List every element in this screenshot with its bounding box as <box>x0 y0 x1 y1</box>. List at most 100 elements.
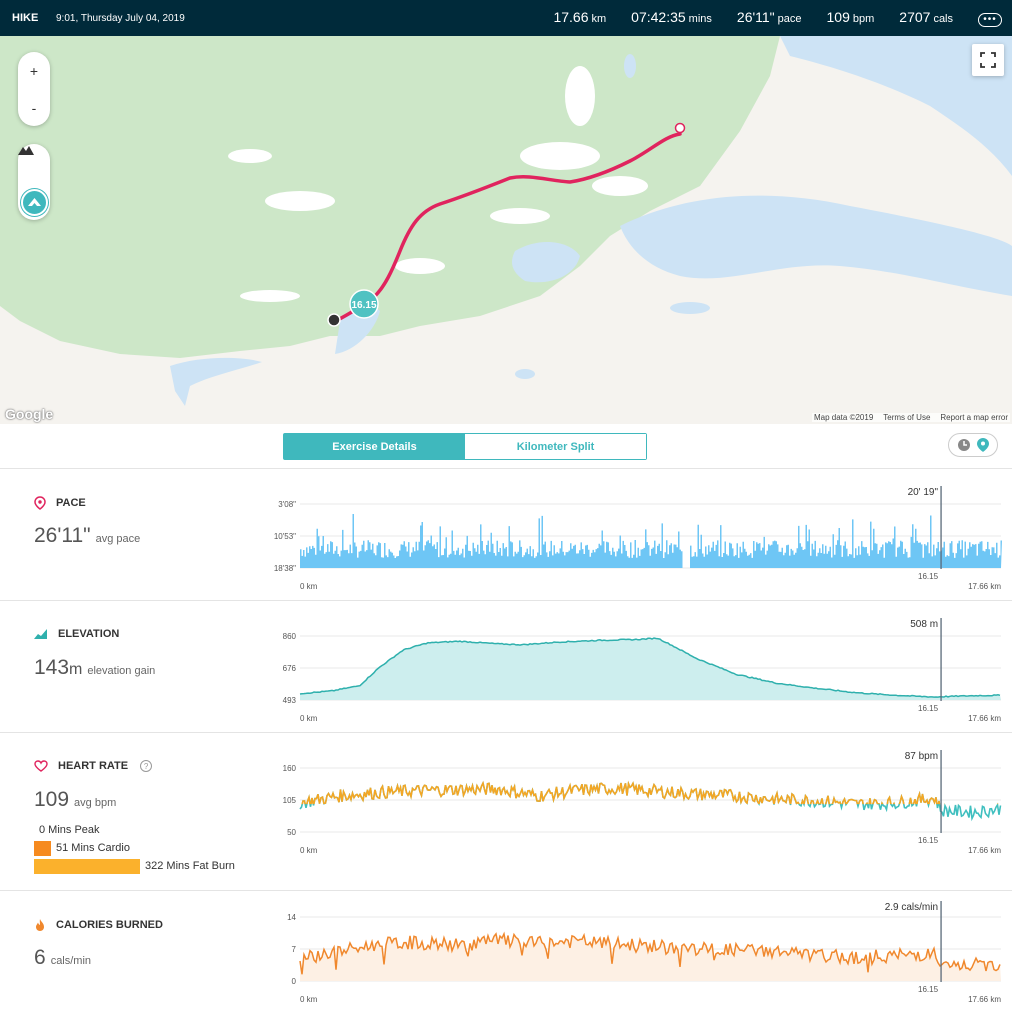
heart-rate-value: 109 avg bpm <box>34 788 117 811</box>
zone-peak: 0 Mins Peak <box>39 824 100 836</box>
calories-area <box>300 933 1001 981</box>
calories-line <box>299 931 1001 975</box>
y-tick-label: 160 <box>283 764 297 773</box>
lake <box>512 241 580 283</box>
calories-value: 6 cals/min <box>34 946 92 969</box>
map-data-credit: Map data ©2019 <box>814 413 874 422</box>
fullscreen-button[interactable] <box>972 44 1004 76</box>
y-tick-label: 50 <box>287 828 296 837</box>
flame-icon <box>36 919 44 931</box>
heart-rate-section: HEART RATE ? 109 avg bpm 0 Mins Peak 51 … <box>0 732 1012 890</box>
route-map[interactable]: 16.15 + - Google Map data ©2019 Terms of… <box>0 36 1012 424</box>
lake <box>515 369 535 379</box>
x-start-label: 0 km <box>300 582 318 591</box>
lake <box>592 176 648 196</box>
calories-label: CALORIES BURNED <box>34 918 163 932</box>
cursor-x-label: 16.15 <box>918 836 939 845</box>
elevation-line <box>299 637 1001 698</box>
terrain-icon[interactable] <box>18 144 34 156</box>
lake <box>624 54 636 78</box>
heart-rate-line-fat-burn <box>301 780 999 805</box>
route-end-marker <box>327 313 341 327</box>
heart-rate-label: HEART RATE ? <box>34 760 153 772</box>
elevation-area <box>300 638 1001 700</box>
zoom-out-button[interactable]: - <box>31 99 37 116</box>
cursor-value: 2.9 cals/min <box>885 902 938 913</box>
x-start-label: 0 km <box>300 714 318 723</box>
y-tick-label: 7 <box>292 945 297 954</box>
activity-type: HIKE <box>12 12 39 24</box>
terms-link[interactable]: Terms of Use <box>883 413 931 422</box>
y-tick-label: 18'38" <box>274 564 296 573</box>
report-error-link[interactable]: Report a map error <box>940 413 1008 422</box>
lake <box>670 302 710 314</box>
land-area <box>0 36 780 358</box>
calories-section: CALORIES BURNED 6 cals/min 14 7 0 0 km 17.66… <box>0 890 1012 1023</box>
cursor-x-label: 16.15 <box>918 985 939 994</box>
stat-duration: 07:42:35 mins <box>631 9 712 25</box>
zoom-in-button[interactable]: + <box>29 62 39 79</box>
y-tick-label: 3'08" <box>278 500 296 509</box>
pace-section: PACE 26'11" avg pace 3'08" 10'53" 18'38" 0 … <box>0 468 1012 600</box>
y-tick-label: 105 <box>283 796 297 805</box>
y-tick-label: 676 <box>283 664 297 673</box>
heart-icon <box>34 760 48 772</box>
y-tick-label: 0 <box>292 977 297 986</box>
heart-rate-zones: 0 Mins Peak 51 Mins Cardio 322 Mins Fat … <box>34 821 235 875</box>
x-start-label: 0 km <box>300 995 318 1004</box>
map-footer: Map data ©2019 Terms of Use Report a map… <box>812 413 1010 422</box>
stat-pace: 26'11" pace <box>736 9 802 25</box>
satellite-layer-button[interactable] <box>21 189 48 216</box>
cursor-value: 508 m <box>910 619 938 630</box>
heart-rate-chart[interactable]: 160 105 50 0 km 17.66 km 87 bpm 16.15 <box>270 733 1012 891</box>
x-end-label: 17.66 km <box>968 846 1001 855</box>
detail-tabs: Exercise Details Kilometer Split <box>283 433 647 460</box>
zone-bar-fat-burn <box>34 858 140 874</box>
zone-fat-burn: 322 Mins Fat Burn <box>34 857 235 875</box>
water-body <box>620 195 1012 296</box>
google-logo: Google <box>5 406 54 422</box>
cursor-value: 20' 19" <box>908 487 939 498</box>
cursor-value: 87 bpm <box>905 751 938 762</box>
tab-exercise-details[interactable]: Exercise Details <box>284 434 465 459</box>
activity-header: HIKE 9:01, Thursday July 04, 2019 17.66 k… <box>0 0 1012 36</box>
stat-calories: 2707 cals <box>899 9 953 25</box>
pace-area <box>300 514 1002 568</box>
zoom-controls: + - <box>18 52 50 126</box>
y-tick-label: 493 <box>283 696 297 705</box>
pace-pin-icon <box>34 496 46 510</box>
cursor-x-label: 16.15 <box>918 704 939 713</box>
lake <box>170 357 262 406</box>
location-pin-icon[interactable] <box>977 438 989 452</box>
activity-datetime: 9:01, Thursday July 04, 2019 <box>56 12 185 24</box>
route-start-marker <box>674 122 686 134</box>
lake <box>228 149 272 163</box>
distance-marker-label: 16.15 <box>351 300 376 311</box>
route-line <box>332 132 682 324</box>
clock-icon[interactable] <box>957 438 971 452</box>
map-layer-controls <box>18 144 50 220</box>
chart-axis-toggle[interactable] <box>948 433 998 457</box>
lake <box>265 191 335 211</box>
x-start-label: 0 km <box>300 846 318 855</box>
pace-label: PACE <box>34 496 86 510</box>
water-body <box>780 36 1012 176</box>
lake <box>490 208 550 224</box>
tab-kilometer-split[interactable]: Kilometer Split <box>465 434 646 459</box>
calories-chart[interactable]: 14 7 00 km 17.66 km 2.9 cals/min 16.15 <box>270 891 1012 1024</box>
help-icon[interactable]: ? <box>140 760 153 772</box>
y-tick-label: 14 <box>287 913 296 922</box>
y-tick-label: 860 <box>283 632 297 641</box>
cursor-x-label: 16.15 <box>918 572 939 581</box>
x-end-label: 17.66 km <box>968 995 1001 1004</box>
x-end-label: 17.66 km <box>968 714 1001 723</box>
distance-marker <box>349 289 379 319</box>
elevation-value: 143 m elevation gain <box>34 656 156 679</box>
stat-distance: 17.66 km <box>553 9 607 25</box>
stat-heart-rate: 109 bpm <box>826 9 875 25</box>
more-options-icon[interactable]: ••• <box>978 13 1002 27</box>
lake <box>240 290 300 302</box>
y-tick-label: 10'53" <box>274 532 296 541</box>
pace-chart[interactable]: 3'08" 10'53" 18'38" 0 km 17.66 km 20' 19" 16.1… <box>270 469 1012 601</box>
